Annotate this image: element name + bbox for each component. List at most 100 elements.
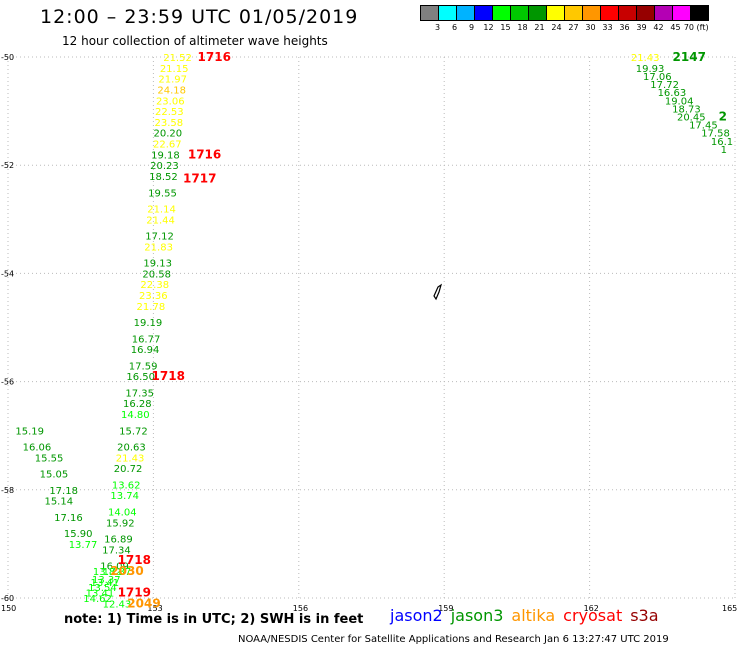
- swh-value: 20.58: [142, 269, 171, 280]
- swh-value: 16.50: [126, 372, 155, 383]
- swh-value: 17.59: [129, 361, 158, 372]
- swh-value: 15.05: [40, 470, 69, 481]
- legend-label: 24: [551, 23, 562, 32]
- swh-value: 17.35: [125, 388, 154, 399]
- swh-value: 17.18: [49, 486, 78, 497]
- swh-value: 19.13: [143, 259, 172, 270]
- lat-tick-label: -52: [1, 161, 14, 170]
- swh-value: 17.45: [689, 121, 718, 132]
- pass-time: 1719: [118, 586, 151, 600]
- satellite-jason3: jason3: [450, 606, 504, 625]
- swh-value: 23.58: [154, 118, 183, 129]
- swh-value: 15.14: [44, 497, 73, 508]
- swh-value: 19.04: [665, 96, 694, 107]
- swh-value: 16.06: [23, 443, 52, 454]
- satellite-legend: jason2 jason3 altika cryosat s3a: [390, 606, 667, 625]
- swh-value: 13.41: [91, 578, 120, 589]
- swh-value: 20.23: [150, 161, 179, 172]
- legend-label: 9: [468, 23, 475, 32]
- swh-value: 16.09: [100, 562, 129, 573]
- pass-time: 1718: [152, 369, 185, 383]
- legend-label: 70 (ft): [683, 23, 709, 32]
- lon-tick-label: 150: [1, 604, 16, 613]
- swh-value: 21.78: [137, 302, 166, 313]
- lon-tick-label: 153: [147, 604, 162, 613]
- lon-tick-label: 162: [584, 604, 599, 613]
- swh-value: 15.92: [106, 518, 135, 529]
- swh-value: 22.67: [153, 140, 182, 151]
- swh-value: 19.55: [148, 188, 177, 199]
- legend-label: 30: [585, 23, 596, 32]
- satellite-s3a: s3a: [630, 606, 659, 625]
- swh-value: 21.97: [158, 75, 187, 86]
- island-outline: [433, 283, 443, 301]
- lat-tick-label: -58: [1, 486, 14, 495]
- credit-line: NOAA/NESDIS Center for Satellite Applica…: [238, 634, 669, 645]
- swh-value: 16.77: [132, 334, 161, 345]
- swh-value: 21.43: [116, 453, 145, 464]
- swh-value: 19.18: [151, 150, 180, 161]
- swh-value: 19.93: [636, 64, 665, 75]
- lat-tick-label: -56: [1, 378, 14, 387]
- swh-value: 17.58: [701, 129, 730, 140]
- swh-value: 13.74: [110, 491, 139, 502]
- satellite-altika: altika: [511, 606, 556, 625]
- swh-value: 13.82: [93, 567, 122, 578]
- pass-time: 1717: [183, 172, 216, 186]
- swh-value: 23.36: [139, 291, 168, 302]
- swh-value: 18.73: [672, 104, 701, 115]
- swh-value: 16.63: [658, 88, 687, 99]
- swh-value: 17.16: [54, 513, 83, 524]
- swh-value: 21.83: [144, 242, 173, 253]
- swh-value: 14.04: [108, 507, 137, 518]
- swh-value: 16.1: [711, 137, 733, 148]
- swh-value: 22.38: [140, 280, 169, 291]
- swh-value: 20.63: [117, 443, 146, 454]
- swh-value: 21.43: [631, 53, 660, 64]
- swh-value: 15.19: [15, 426, 44, 437]
- swh-value: 13.54: [88, 583, 117, 594]
- lat-tick-label: -60: [1, 594, 14, 603]
- swh-value: 17.34: [102, 545, 131, 556]
- swh-value: 13.62: [112, 480, 141, 491]
- legend-label: 18: [517, 23, 528, 32]
- legend-label: 21: [534, 23, 545, 32]
- swh-value: 13.41: [86, 589, 115, 600]
- swh-value: 24.18: [157, 85, 186, 96]
- swh-value: 20.45: [677, 113, 706, 124]
- satellite-jason2: jason2: [390, 606, 443, 625]
- pass-time: 1716: [198, 50, 231, 64]
- swh-value: 18.52: [149, 172, 178, 183]
- legend-label: 42: [653, 23, 664, 32]
- legend-swatches: [420, 5, 709, 21]
- swh-value: 15.72: [119, 426, 148, 437]
- pass-time: 1718: [118, 553, 151, 567]
- swh-value: 14.62: [83, 594, 112, 605]
- swh-value: 13.77: [69, 540, 98, 551]
- page-subtitle: 12 hour collection of altimeter wave hei…: [62, 34, 328, 48]
- swh-value: 13.87: [103, 567, 132, 578]
- swh-value: 17.72: [650, 80, 679, 91]
- swh-points: 21.5221.1521.9724.1823.0622.5323.5820.20…: [15, 53, 733, 610]
- legend-labels: 3 6 9 12 15 18 21 24 27 30 33 36 39 42 45 70 (ft): [421, 21, 709, 35]
- pass-time: 2147: [673, 50, 706, 64]
- legend-label: 39: [636, 23, 647, 32]
- swh-value: 19.19: [134, 318, 163, 329]
- lon-tick-label: 156: [293, 604, 308, 613]
- swh-value: 21.14: [147, 204, 176, 215]
- swh-value: 20.72: [114, 464, 143, 475]
- pass-time: 1716: [188, 147, 221, 161]
- swh-value: 15.55: [35, 453, 64, 464]
- swh-value: 21.15: [160, 64, 189, 75]
- legend-label: 45: [670, 23, 681, 32]
- units-note: note: 1) Time is in UTC; 2) SWH is in fe…: [64, 612, 364, 627]
- legend-label: 12: [483, 23, 494, 32]
- lat-tick-label: -54: [1, 269, 14, 278]
- legend-label: 6: [451, 23, 458, 32]
- satellite-cryosat: cryosat: [563, 606, 623, 625]
- swh-value: 12.43: [103, 599, 132, 610]
- lon-tick-label: 165: [722, 604, 737, 613]
- legend-swatch: [690, 5, 709, 21]
